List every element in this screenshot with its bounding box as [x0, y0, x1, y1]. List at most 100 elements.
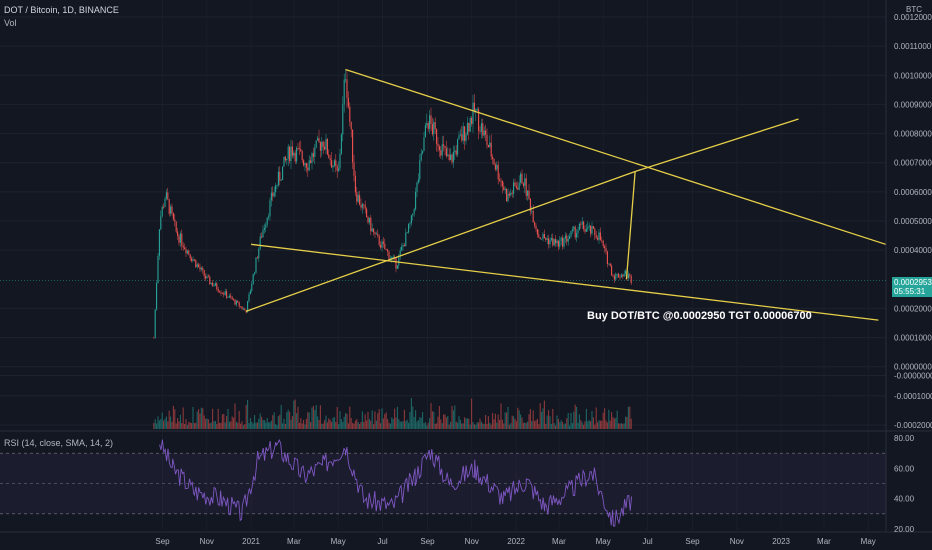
- volume-bar: [312, 405, 314, 429]
- candle-body: [476, 109, 478, 111]
- candle-body: [231, 297, 233, 300]
- volume-bar: [329, 419, 331, 429]
- candle-body: [486, 134, 488, 145]
- volume-bar: [510, 423, 512, 429]
- candle-body: [322, 141, 324, 147]
- candle-body: [543, 234, 545, 238]
- volume-bar: [623, 423, 625, 429]
- volume-bar: [371, 410, 373, 429]
- volume-bar: [338, 424, 340, 429]
- candle-body: [163, 206, 165, 208]
- volume-bar: [227, 408, 229, 429]
- candle-body: [328, 154, 330, 159]
- candle-body: [602, 240, 604, 247]
- candle-body: [515, 185, 517, 188]
- last-price-countdown: 05:55:31: [894, 287, 926, 296]
- candle-body: [496, 164, 498, 170]
- candle-body: [471, 118, 473, 124]
- price-axis[interactable]: 0.0012000 0.0011000 0.0010000 0.0009000 0.00…: [894, 13, 932, 534]
- volume-bar: [556, 415, 558, 429]
- volume-bar: [609, 420, 611, 429]
- volume-bar: [352, 422, 354, 429]
- volume-bar: [261, 416, 263, 429]
- candle-body: [290, 146, 292, 162]
- volume-bar: [531, 421, 533, 429]
- volume-bar: [423, 423, 425, 429]
- volume-bar: [630, 418, 632, 429]
- candle-body: [403, 245, 405, 247]
- candle-body: [154, 309, 156, 338]
- volume-bar: [199, 413, 201, 429]
- volume-bar: [492, 412, 494, 429]
- volume-bar: [517, 407, 519, 429]
- candle-body: [200, 268, 202, 270]
- last-price-value: 0.0002953: [894, 278, 932, 287]
- candle-body: [300, 149, 302, 152]
- candle-body: [497, 164, 499, 180]
- volume-bar: [552, 408, 554, 429]
- candle-body: [324, 146, 326, 150]
- volume-bar: [528, 414, 530, 429]
- volume-bar: [188, 421, 190, 429]
- candle-body: [447, 154, 449, 157]
- candle-body: [605, 248, 607, 252]
- candle-body: [455, 150, 457, 155]
- volume-bar: [440, 419, 442, 429]
- rsi-tick-label: 40.00: [894, 495, 915, 504]
- trendlines[interactable]: [245, 68, 886, 321]
- volume-bar: [273, 412, 275, 429]
- candle-body: [177, 231, 179, 236]
- time-tick-label: Sep: [155, 537, 170, 546]
- candle-body: [331, 160, 333, 168]
- candle-body: [174, 219, 176, 222]
- volume-bar: [357, 422, 359, 429]
- volume-bar: [553, 422, 555, 429]
- volume-bar: [167, 421, 169, 429]
- time-tick-label: May: [596, 537, 611, 546]
- volume-bar: [420, 417, 422, 429]
- price-tick-label: -0.0001000: [894, 392, 932, 401]
- trendline: [345, 68, 886, 245]
- candle-body: [237, 300, 239, 303]
- candle-body: [269, 200, 271, 217]
- volume-bar: [573, 411, 575, 429]
- volume-bar: [494, 413, 496, 429]
- volume-bar: [398, 419, 400, 429]
- time-tick-label: Jul: [377, 537, 387, 546]
- time-tick-label: Jul: [642, 537, 652, 546]
- candle-body: [518, 182, 520, 190]
- candle-body: [199, 267, 201, 270]
- candle-body: [241, 306, 243, 310]
- volume-bar: [332, 417, 334, 429]
- candle-body: [536, 228, 538, 235]
- time-axis[interactable]: Sep Nov 2021 Mar May Jul Sep Nov 2022 Mar May Jul Se…: [155, 537, 875, 546]
- candle-body: [458, 135, 460, 140]
- candle-body: [545, 237, 547, 240]
- volume-bar: [550, 424, 552, 429]
- volume-bar: [297, 406, 299, 429]
- volume-bar: [541, 411, 543, 429]
- candle-body: [317, 138, 319, 141]
- candle-body: [233, 299, 235, 301]
- candle-body: [492, 156, 494, 159]
- volume-bar: [627, 406, 629, 429]
- volume-bar: [193, 423, 195, 429]
- candle-body: [587, 226, 589, 229]
- candle-body: [563, 238, 565, 247]
- trendline: [634, 118, 799, 173]
- candle-body: [511, 192, 513, 194]
- volume-bar: [298, 422, 300, 429]
- candle-body: [382, 241, 384, 244]
- candle-body: [560, 237, 562, 242]
- volume-bar: [343, 416, 345, 429]
- volume-bar: [490, 424, 492, 429]
- volume-bar: [401, 421, 403, 429]
- candle-body: [392, 256, 394, 258]
- candle-body: [164, 198, 166, 207]
- volume-bar: [625, 416, 627, 429]
- candle-body: [189, 254, 191, 259]
- volume-bar: [613, 418, 615, 429]
- candle-body: [286, 158, 288, 161]
- volume-bar: [549, 416, 551, 429]
